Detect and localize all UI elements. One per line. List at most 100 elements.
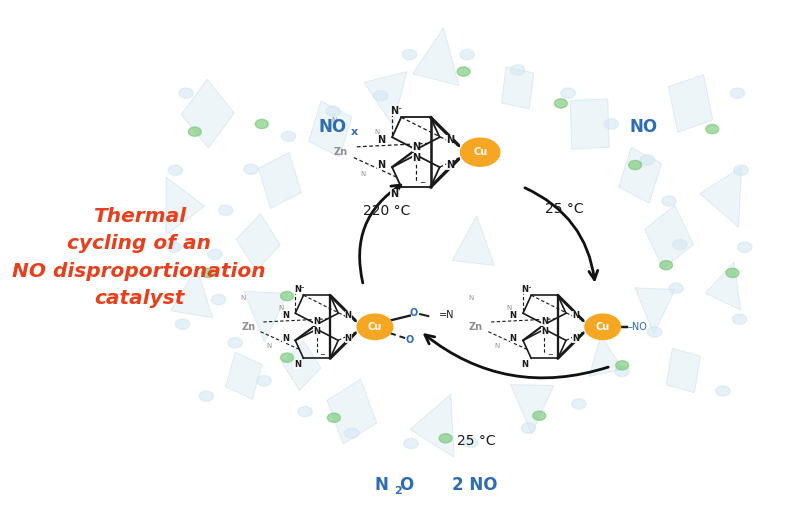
Text: Cu: Cu xyxy=(596,322,610,332)
Text: 25 °C: 25 °C xyxy=(457,434,495,449)
Text: N: N xyxy=(412,152,420,163)
Text: Thermal
cycling of an
NO disproportionation
catalyst: Thermal cycling of an NO disproportionat… xyxy=(13,207,266,308)
Polygon shape xyxy=(411,394,454,457)
Polygon shape xyxy=(644,205,693,269)
Circle shape xyxy=(439,434,452,443)
Circle shape xyxy=(179,88,193,98)
Circle shape xyxy=(188,127,201,136)
Text: N: N xyxy=(522,285,528,294)
Polygon shape xyxy=(282,340,321,390)
Circle shape xyxy=(461,138,500,166)
Circle shape xyxy=(659,261,673,270)
Circle shape xyxy=(662,196,676,206)
Circle shape xyxy=(281,131,296,142)
Text: N: N xyxy=(294,285,301,294)
Circle shape xyxy=(706,125,719,134)
Circle shape xyxy=(255,119,268,129)
Circle shape xyxy=(257,375,271,386)
Text: =N: =N xyxy=(440,310,455,320)
Text: N: N xyxy=(279,305,284,311)
Circle shape xyxy=(208,249,222,260)
Text: 25 °C: 25 °C xyxy=(546,202,584,216)
Text: N: N xyxy=(494,344,499,349)
Text: N: N xyxy=(345,334,352,342)
Circle shape xyxy=(464,437,478,448)
Circle shape xyxy=(734,165,748,175)
Text: N: N xyxy=(294,360,301,369)
Circle shape xyxy=(199,391,214,401)
Circle shape xyxy=(737,242,752,252)
Text: Cu: Cu xyxy=(368,322,382,332)
Polygon shape xyxy=(236,214,280,270)
Polygon shape xyxy=(666,348,700,392)
Circle shape xyxy=(166,242,181,252)
Circle shape xyxy=(168,165,183,175)
Circle shape xyxy=(345,428,359,438)
Polygon shape xyxy=(452,216,495,265)
Polygon shape xyxy=(225,352,262,399)
Polygon shape xyxy=(699,167,742,227)
Text: N: N xyxy=(468,295,473,301)
Circle shape xyxy=(403,438,418,449)
Text: ─: ─ xyxy=(396,106,400,112)
Polygon shape xyxy=(589,335,623,376)
Circle shape xyxy=(460,49,474,60)
Circle shape xyxy=(280,291,294,301)
Text: ─: ─ xyxy=(548,352,552,357)
Polygon shape xyxy=(571,99,609,149)
Polygon shape xyxy=(171,267,213,318)
Circle shape xyxy=(533,411,546,420)
Text: N: N xyxy=(447,135,455,145)
Text: NO: NO xyxy=(630,117,658,135)
Circle shape xyxy=(554,99,568,108)
Text: N: N xyxy=(509,334,517,342)
Text: N: N xyxy=(447,160,455,170)
Circle shape xyxy=(716,386,730,396)
Text: Cu: Cu xyxy=(473,147,487,157)
Polygon shape xyxy=(327,379,377,444)
Polygon shape xyxy=(258,152,301,209)
Text: N: N xyxy=(374,475,389,493)
Circle shape xyxy=(585,314,620,339)
Circle shape xyxy=(669,283,684,294)
Text: N: N xyxy=(374,129,379,135)
Circle shape xyxy=(732,314,747,324)
Circle shape xyxy=(561,88,575,98)
Circle shape xyxy=(218,205,233,215)
Polygon shape xyxy=(181,79,234,148)
Circle shape xyxy=(457,67,470,76)
Polygon shape xyxy=(705,262,740,310)
Circle shape xyxy=(298,406,312,417)
Text: Zn: Zn xyxy=(241,322,255,332)
Text: N: N xyxy=(572,311,579,320)
Polygon shape xyxy=(364,72,407,126)
Circle shape xyxy=(629,161,641,169)
Polygon shape xyxy=(309,101,352,157)
Text: 2: 2 xyxy=(394,486,402,496)
Circle shape xyxy=(726,268,739,278)
Polygon shape xyxy=(635,288,675,334)
Circle shape xyxy=(228,338,243,348)
Circle shape xyxy=(403,49,417,60)
Circle shape xyxy=(201,268,214,278)
Circle shape xyxy=(648,327,662,337)
Circle shape xyxy=(211,295,226,305)
Polygon shape xyxy=(510,385,554,434)
Text: N: N xyxy=(509,311,517,320)
Text: Zn: Zn xyxy=(469,322,483,332)
Text: N: N xyxy=(313,327,320,336)
Circle shape xyxy=(604,119,619,129)
Circle shape xyxy=(521,423,535,433)
Polygon shape xyxy=(619,147,662,203)
Polygon shape xyxy=(166,177,205,235)
Circle shape xyxy=(244,164,258,174)
Text: N: N xyxy=(282,334,289,342)
Text: O: O xyxy=(405,335,414,346)
Text: N: N xyxy=(240,295,246,301)
Text: N: N xyxy=(282,311,289,320)
Circle shape xyxy=(357,314,392,339)
Text: N: N xyxy=(541,327,548,336)
Text: N: N xyxy=(572,334,579,342)
Text: N: N xyxy=(390,188,399,199)
Text: ─: ─ xyxy=(527,285,531,291)
